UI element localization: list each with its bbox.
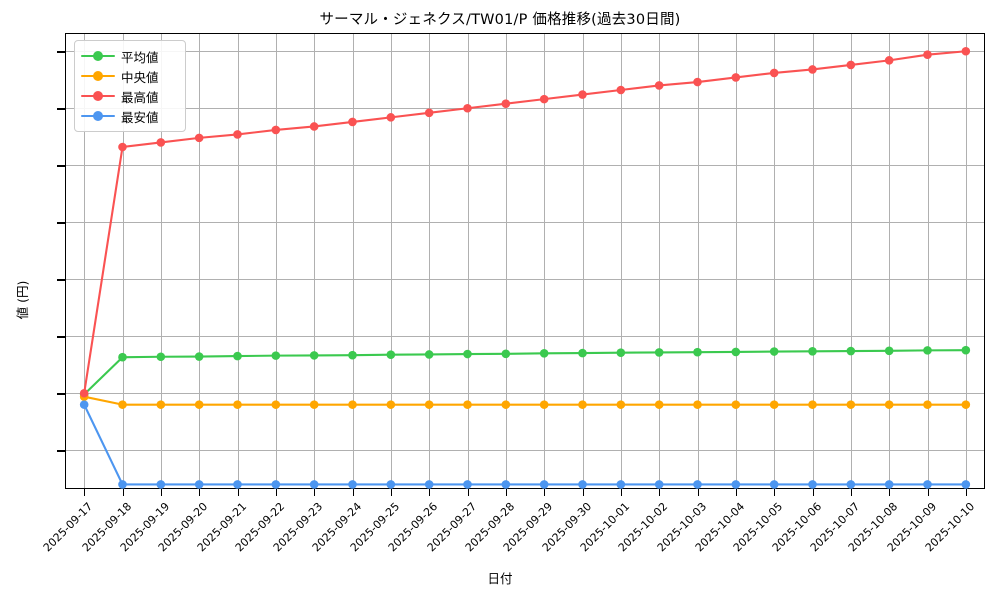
chart-title: サーマル・ジェネクス/TW01/P 価格推移(過去30日間): [319, 12, 681, 28]
x-tick-mark: [582, 489, 584, 496]
legend-line-marker-icon: [81, 88, 115, 104]
y-tick-mark: [57, 336, 65, 338]
legend-item[interactable]: 最安値: [81, 106, 179, 126]
x-tick-mark: [697, 489, 699, 496]
x-gridline: [352, 34, 354, 488]
y-tick-mark: [57, 51, 65, 53]
x-tick-mark: [889, 489, 891, 496]
y-axis-label: 値 (円): [14, 280, 30, 320]
x-tick-mark: [199, 489, 201, 496]
x-gridline: [544, 34, 546, 488]
legend-item[interactable]: 中央値: [81, 66, 179, 86]
x-tick-mark: [927, 489, 929, 496]
x-gridline: [927, 34, 929, 488]
x-tick-mark: [84, 489, 86, 496]
x-tick-mark: [965, 489, 968, 496]
x-gridline: [237, 34, 239, 488]
legend-line-marker-icon: [81, 48, 115, 64]
x-tick-mark: [237, 489, 239, 496]
y-tick-mark: [57, 108, 65, 110]
y-gridline: [66, 279, 984, 281]
y-gridline: [66, 165, 984, 167]
x-tick-mark: [620, 489, 623, 496]
x-tick-mark: [659, 489, 661, 496]
y-gridline: [66, 450, 984, 452]
x-tick-mark: [505, 489, 508, 496]
y-tick-mark: [57, 165, 65, 167]
y-tick-mark: [57, 279, 65, 281]
legend-line-marker-icon: [81, 68, 115, 84]
x-tick-mark: [850, 489, 853, 496]
legend-label: 平均値: [121, 49, 159, 65]
x-gridline: [620, 34, 622, 488]
x-tick-mark: [352, 489, 354, 496]
x-gridline: [735, 34, 737, 488]
legend-item[interactable]: 最高値: [81, 86, 179, 106]
x-gridline: [774, 34, 776, 488]
x-tick-mark: [314, 489, 316, 496]
x-tick-mark: [160, 489, 163, 496]
y-gridline: [66, 393, 984, 395]
x-gridline: [505, 34, 507, 488]
y-gridline: [66, 336, 984, 338]
x-tick-mark: [467, 489, 469, 496]
chart-legend: 平均値中央値最高値最安値: [74, 40, 186, 132]
x-tick-mark: [735, 489, 738, 496]
y-tick-mark: [57, 393, 65, 395]
x-gridline: [390, 34, 392, 488]
legend-label: 中央値: [121, 69, 159, 85]
x-tick-mark: [275, 489, 278, 496]
legend-line-marker-icon: [81, 108, 115, 124]
x-gridline: [582, 34, 584, 488]
x-gridline: [965, 34, 967, 488]
legend-item[interactable]: 平均値: [81, 46, 179, 66]
legend-label: 最安値: [121, 109, 159, 125]
x-tick-mark: [544, 489, 546, 496]
y-gridline: [66, 51, 984, 53]
y-tick-mark: [57, 222, 65, 224]
x-gridline: [697, 34, 699, 488]
x-gridline: [659, 34, 661, 488]
x-tick-mark: [122, 489, 124, 496]
x-gridline: [850, 34, 852, 488]
x-gridline: [275, 34, 277, 488]
y-gridline: [66, 108, 984, 110]
y-tick-mark: [57, 450, 65, 452]
x-gridline: [467, 34, 469, 488]
plot-area: [65, 33, 985, 489]
legend-label: 最高値: [121, 89, 159, 105]
x-gridline: [812, 34, 814, 488]
y-gridline: [66, 222, 984, 224]
x-tick-mark: [390, 489, 393, 496]
x-tick-mark: [812, 489, 814, 496]
x-tick-mark: [774, 489, 776, 496]
x-tick-mark: [429, 489, 431, 496]
x-gridline: [429, 34, 431, 488]
x-axis-label: 日付: [487, 571, 513, 586]
x-gridline: [199, 34, 201, 488]
x-gridline: [314, 34, 316, 488]
x-gridline: [889, 34, 891, 488]
